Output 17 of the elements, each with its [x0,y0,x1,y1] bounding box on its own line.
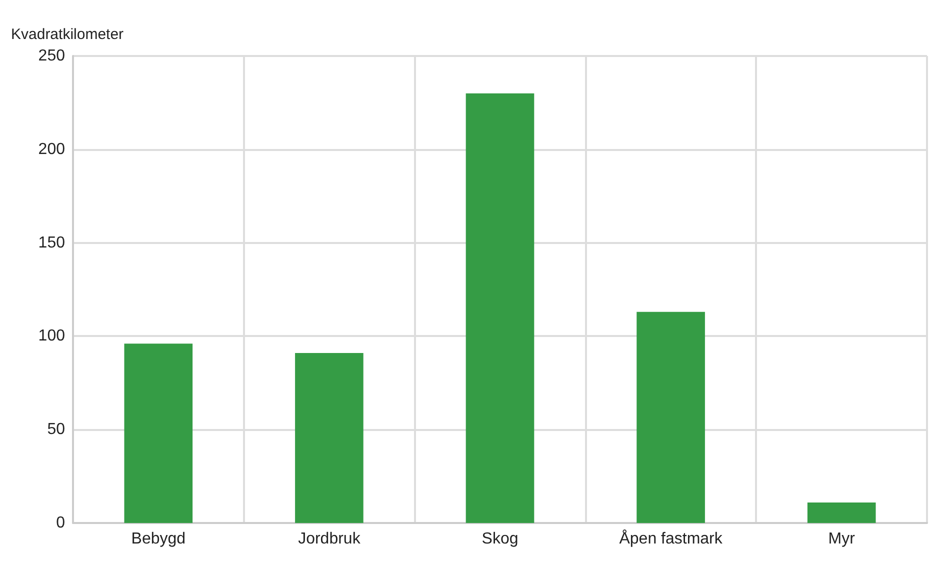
y-tick-label: 100 [38,328,66,345]
x-tick-label: Jordbruk [298,530,362,548]
bar [124,344,193,523]
bar [295,353,364,523]
x-tick-label: Bebygd [131,530,186,548]
bar [466,93,534,523]
bar [636,312,705,523]
y-tick-label: 0 [56,514,66,532]
y-tick-label: 150 [38,234,66,252]
y-tick-label: 200 [38,140,66,158]
x-tick-label: Åpen fastmark [619,530,724,548]
x-tick-label: Myr [828,530,856,548]
y-tick-label: 50 [47,421,66,438]
bar [807,502,876,523]
x-tick-label: Skog [482,530,518,548]
y-axis-title: Kvadratkilometer [11,26,124,43]
y-tick-label: 250 [38,48,66,64]
